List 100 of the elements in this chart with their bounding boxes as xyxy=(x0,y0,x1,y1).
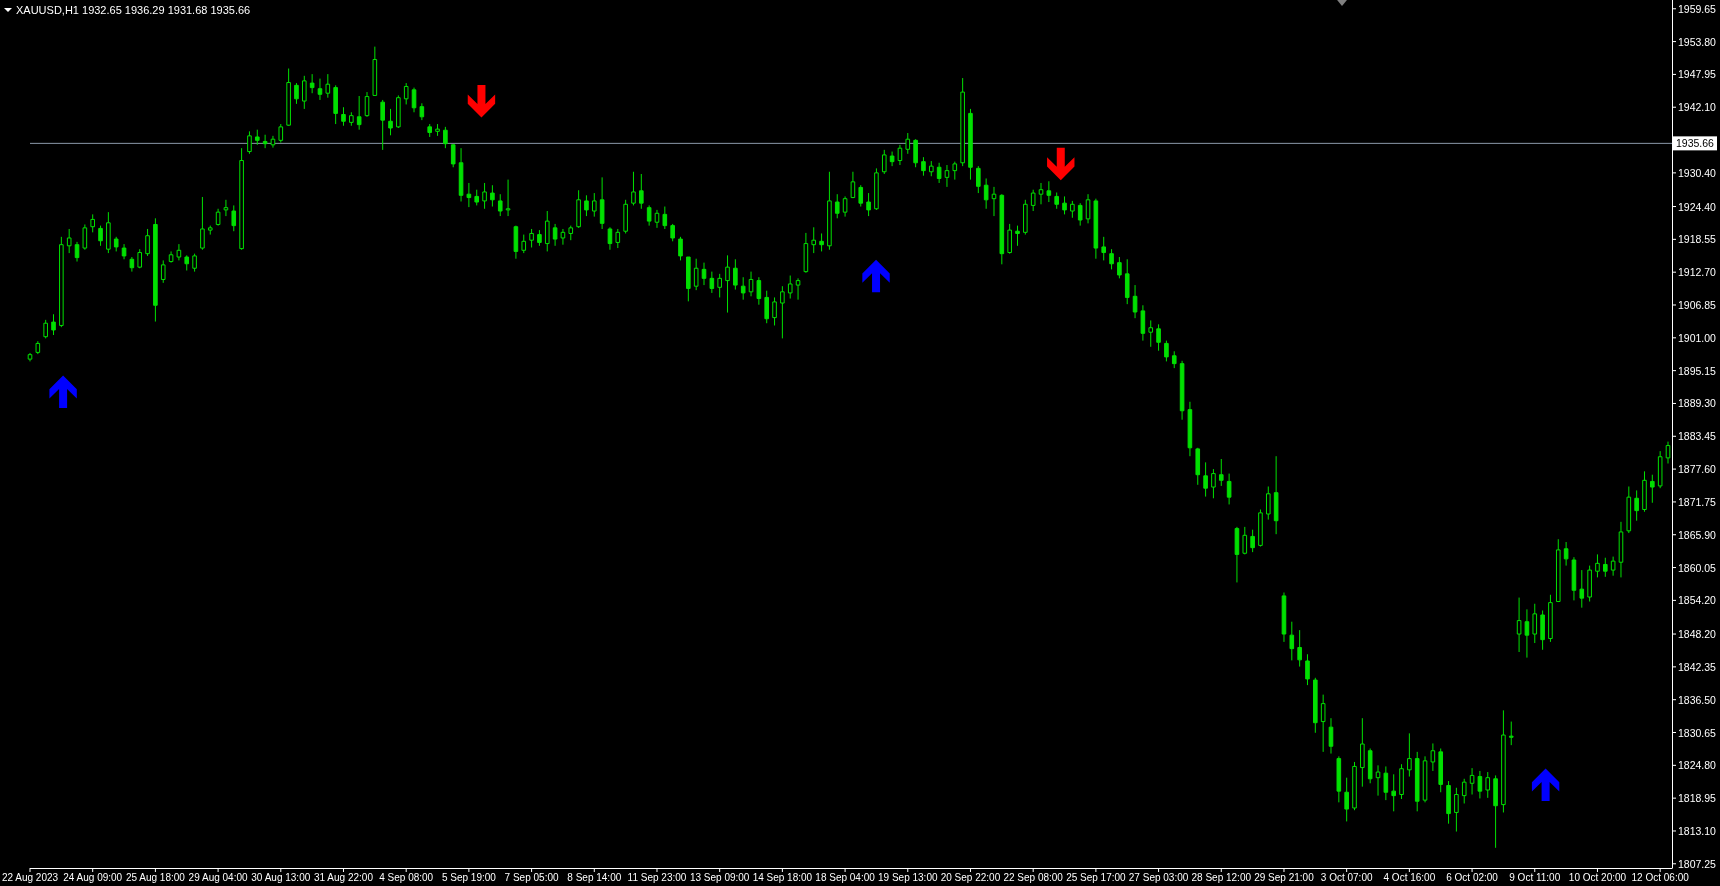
x-tick-label: 10 Oct 20:00 xyxy=(1568,872,1627,883)
candlestick xyxy=(1344,777,1349,822)
candlestick xyxy=(262,134,268,149)
candlestick xyxy=(74,241,80,263)
y-tick-label: 1942.10 xyxy=(1678,101,1717,114)
candlestick xyxy=(654,209,660,229)
candlestick xyxy=(1650,474,1655,504)
x-tick-label: 12 Oct 06:00 xyxy=(1631,872,1690,883)
candlestick xyxy=(576,189,581,229)
candlestick xyxy=(270,135,276,149)
candlestick xyxy=(176,243,182,261)
candlestick xyxy=(521,234,527,254)
candlestick xyxy=(1062,195,1067,215)
candlestick xyxy=(247,130,252,155)
y-tick-label: 1877.60 xyxy=(1678,463,1717,476)
y-tick-label: 1953.80 xyxy=(1678,35,1717,48)
candlestick xyxy=(372,46,378,97)
candlestick xyxy=(278,123,284,144)
x-tick-label: 8 Sep 14:00 xyxy=(567,872,622,883)
candlestick xyxy=(1524,608,1530,659)
candlestick xyxy=(1101,236,1107,261)
x-tick-label: 25 Aug 18:00 xyxy=(125,872,186,883)
candlestick xyxy=(1603,557,1608,578)
x-tick-label: 5 Sep 19:00 xyxy=(441,872,497,883)
candlestick xyxy=(1258,509,1263,548)
candlestick xyxy=(482,182,487,210)
x-tick-label: 19 Sep 13:00 xyxy=(878,872,938,883)
candlestick xyxy=(388,108,393,136)
candlestick xyxy=(866,192,871,217)
candlestick xyxy=(1375,764,1381,797)
candlestick xyxy=(1030,189,1036,212)
candlestick xyxy=(764,290,770,324)
candlestick xyxy=(842,195,848,218)
candlestick xyxy=(1477,770,1483,799)
candlestick xyxy=(380,99,385,151)
candlestick xyxy=(1085,193,1091,224)
candlestick xyxy=(497,193,503,217)
candlestick xyxy=(1399,763,1404,800)
candlestick xyxy=(560,228,566,246)
candlestick xyxy=(631,171,636,206)
candlestick xyxy=(1007,223,1012,255)
x-tick-label: 9 Oct 11:00 xyxy=(1509,872,1561,883)
candlestick xyxy=(780,285,785,339)
candlestick xyxy=(1242,526,1248,555)
candlestick xyxy=(411,87,417,113)
candlestick xyxy=(1195,447,1201,486)
candlestick xyxy=(215,208,221,227)
x-tick-label: 11 Sep 23:00 xyxy=(627,872,687,883)
candlestick xyxy=(1015,225,1020,247)
candlestick xyxy=(529,228,534,248)
candlestick xyxy=(615,228,621,249)
y-tick-label: 1906.85 xyxy=(1678,299,1717,311)
candlestick xyxy=(874,167,879,211)
candlestick xyxy=(490,184,495,208)
candlestick xyxy=(944,164,950,188)
candlestick xyxy=(1234,526,1240,583)
x-tick-label: 29 Sep 21:00 xyxy=(1254,872,1315,883)
candlestick xyxy=(419,102,425,121)
candlestick xyxy=(450,143,456,168)
y-tick-label: 1947.95 xyxy=(1678,68,1717,81)
candlestick xyxy=(1610,556,1616,577)
candlestick xyxy=(184,254,190,271)
candlestick xyxy=(827,171,832,251)
candlestick xyxy=(795,277,801,301)
x-tick-label: 24 Aug 09:00 xyxy=(63,872,123,883)
candlestick xyxy=(1367,748,1373,784)
y-tick-label: 1901.00 xyxy=(1678,331,1717,344)
candlestick xyxy=(1532,603,1538,644)
candlestick xyxy=(968,108,973,181)
candlestick xyxy=(913,138,918,168)
candlestick xyxy=(1571,556,1577,601)
candlestick xyxy=(1140,304,1146,342)
candlestick xyxy=(1665,441,1671,464)
candlestick xyxy=(1164,340,1169,362)
candlestick xyxy=(1407,732,1412,778)
candlestick xyxy=(646,204,652,227)
candlestick xyxy=(349,111,354,127)
candlestick xyxy=(239,147,244,251)
candlestick xyxy=(1281,592,1287,643)
candlestick xyxy=(1642,470,1647,513)
y-tick-label: 1836.50 xyxy=(1678,693,1717,706)
candlestick xyxy=(1587,565,1592,603)
candlestick xyxy=(678,236,683,261)
candlestick xyxy=(309,73,315,94)
candlestick xyxy=(1320,694,1326,753)
x-tick-label: 13 Sep 09:00 xyxy=(689,872,750,883)
candlestick xyxy=(639,173,644,210)
y-tick-label: 1918.55 xyxy=(1678,233,1717,246)
candlestick xyxy=(51,313,56,336)
candlestick xyxy=(66,228,72,254)
candlestick xyxy=(1508,721,1514,746)
candlestick xyxy=(168,250,174,264)
candlestick xyxy=(607,226,613,251)
candlestick xyxy=(286,68,291,127)
candlestick xyxy=(458,147,464,202)
candlestick xyxy=(43,319,48,339)
x-tick-label: 28 Sep 12:00 xyxy=(1191,872,1252,883)
candlestick xyxy=(850,171,856,199)
candlestick xyxy=(1203,461,1208,498)
candlestick xyxy=(90,213,95,233)
